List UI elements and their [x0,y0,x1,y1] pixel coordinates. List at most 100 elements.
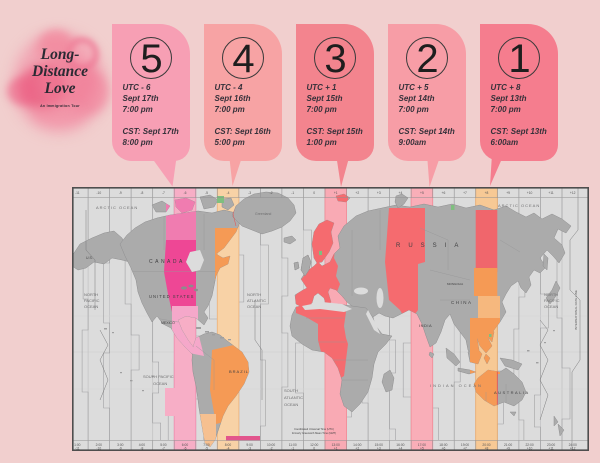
svg-text:13:00: 13:00 [332,443,340,447]
svg-text:INDIA: INDIA [419,323,432,328]
svg-text:12:00: 12:00 [310,443,318,447]
svg-text:+8: +8 [485,191,489,195]
svg-text:-10: -10 [96,191,101,195]
svg-text:6:00: 6:00 [182,443,189,447]
svg-text:23:00: 23:00 [547,443,555,447]
svg-text:RUSSIA: RUSSIA [396,243,466,249]
svg-text:SOUTH PACIFIC: SOUTH PACIFIC [143,374,174,379]
svg-text:16:00: 16:00 [396,443,404,447]
svg-text:0: 0 [313,447,315,451]
svg-text:9:00: 9:00 [246,443,253,447]
svg-text:+10: +10 [527,191,533,195]
svg-text:11:00: 11:00 [289,443,297,447]
svg-text:+1: +1 [334,447,338,451]
svg-text:+8: +8 [485,447,489,451]
svg-text:15:00: 15:00 [375,443,383,447]
svg-text:Greenland: Greenland [255,212,271,216]
svg-text:5:00: 5:00 [160,443,167,447]
svg-text:INDIAN OCEAN: INDIAN OCEAN [430,383,483,388]
svg-text:+12: +12 [570,447,576,451]
svg-text:-8: -8 [140,191,143,195]
svg-text:OCEAN: OCEAN [84,304,98,309]
svg-text:+3: +3 [377,191,381,195]
svg-text:-9: -9 [119,191,122,195]
svg-text:-2: -2 [270,447,273,451]
svg-text:24:00: 24:00 [569,443,577,447]
svg-text:7:00: 7:00 [203,443,210,447]
svg-text:OCEAN: OCEAN [544,304,558,309]
svg-text:-7: -7 [162,191,165,195]
svg-text:2:00: 2:00 [96,443,103,447]
svg-text:PACIFIC: PACIFIC [84,298,100,303]
svg-text:-4: -4 [227,447,230,451]
svg-text:SOUTH: SOUTH [284,388,298,393]
svg-text:+3: +3 [377,447,381,451]
svg-text:+6: +6 [442,447,446,451]
svg-text:formerly Greenwich Mean Time (: formerly Greenwich Mean Time (GMT) [292,431,336,435]
svg-text:20:00: 20:00 [482,443,490,447]
svg-text:INTERNATIONAL DATE LINE: INTERNATIONAL DATE LINE [574,290,578,330]
svg-text:-4: -4 [227,191,230,195]
svg-text:ATLANTIC: ATLANTIC [284,395,303,400]
svg-text:-7: -7 [162,447,165,451]
svg-text:AUSTRALIA: AUSTRALIA [494,390,530,395]
svg-text:+2: +2 [355,447,359,451]
svg-text:CHINA: CHINA [451,300,473,305]
svg-text:+9: +9 [506,191,510,195]
svg-text:+12: +12 [570,191,576,195]
svg-text:+5: +5 [420,447,424,451]
svg-text:UNITED STATES: UNITED STATES [149,294,194,299]
svg-text:22:00: 22:00 [525,443,533,447]
svg-text:ARCTIC OCEAN: ARCTIC OCEAN [498,203,540,208]
svg-text:-3: -3 [248,447,251,451]
svg-text:ATLANTIC: ATLANTIC [247,298,266,303]
svg-text:NORTH: NORTH [544,292,558,297]
svg-text:ARCTIC OCEAN: ARCTIC OCEAN [96,205,138,210]
svg-text:8:00: 8:00 [225,443,232,447]
svg-text:-5: -5 [205,447,208,451]
svg-text:-1: -1 [291,447,294,451]
svg-text:+6: +6 [442,191,446,195]
svg-text:+4: +4 [399,191,403,195]
svg-text:-6: -6 [184,447,187,451]
svg-text:NORTH: NORTH [247,292,261,297]
svg-text:4:00: 4:00 [139,443,146,447]
svg-text:-9: -9 [119,447,122,451]
svg-text:-5: -5 [205,191,208,195]
svg-text:+11: +11 [548,447,554,451]
svg-text:-11: -11 [75,447,80,451]
svg-text:OCEAN: OCEAN [247,304,261,309]
svg-text:-11: -11 [75,191,80,195]
svg-text:+9: +9 [506,447,510,451]
svg-text:+7: +7 [463,447,467,451]
svg-text:-3: -3 [248,191,251,195]
svg-text:PACIFIC: PACIFIC [544,298,560,303]
svg-text:-1: -1 [291,191,294,195]
svg-text:0: 0 [313,191,315,195]
svg-text:U.S.: U.S. [86,256,93,260]
svg-text:MEXICO: MEXICO [161,321,175,325]
svg-text:+1: +1 [334,191,338,195]
svg-text:CANADA: CANADA [149,259,185,265]
svg-text:+11: +11 [548,191,554,195]
svg-text:-8: -8 [140,447,143,451]
svg-text:NORTH: NORTH [84,292,98,297]
svg-text:-6: -6 [184,191,187,195]
svg-text:17:00: 17:00 [418,443,426,447]
svg-text:-2: -2 [270,191,273,195]
svg-text:21:00: 21:00 [504,443,512,447]
svg-text:18:00: 18:00 [439,443,447,447]
svg-text:+5: +5 [420,191,424,195]
svg-text:3:00: 3:00 [117,443,124,447]
svg-text:OCEAN: OCEAN [284,402,298,407]
svg-text:+4: +4 [399,447,403,451]
svg-text:+10: +10 [527,447,533,451]
svg-text:14:00: 14:00 [353,443,361,447]
svg-text:19:00: 19:00 [461,443,469,447]
svg-text:+2: +2 [355,191,359,195]
svg-text:Coordinated Universal Time (UT: Coordinated Universal Time (UTC) [294,427,334,431]
svg-text:+7: +7 [463,191,467,195]
svg-text:1:00: 1:00 [74,443,81,447]
svg-text:10:00: 10:00 [267,443,275,447]
svg-text:-10: -10 [96,447,101,451]
